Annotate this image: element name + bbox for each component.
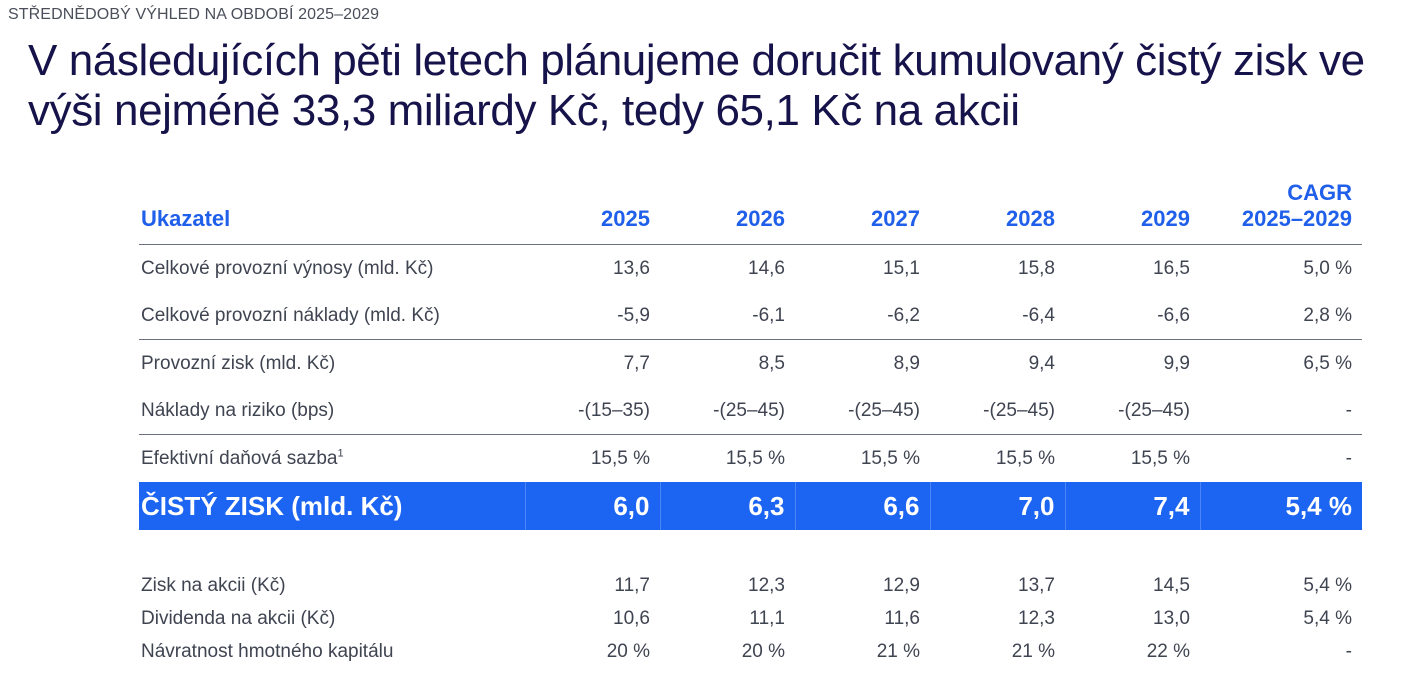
header-year-2029: 2029 [1065, 180, 1200, 245]
cell-value: 12,3 [1018, 607, 1055, 629]
net-profit-value: 7,4 [1064, 482, 1200, 530]
cell-value: 14,5 [1153, 574, 1190, 596]
footnote-marker: 1 [337, 447, 344, 460]
net-profit-label: ČISTÝ ZISK (mld. Kč) [139, 482, 525, 530]
table-row: Provozní zisk (mld. Kč) 7,7 8,5 8,9 9,4 … [139, 339, 1362, 387]
cell-value: 12,9 [883, 574, 920, 596]
cell-value: 15,1 [883, 257, 920, 279]
cell-cagr: 6,5 % [1200, 339, 1362, 387]
cell-cagr: 5,4 % [1303, 574, 1352, 596]
cell-value: 22 % [1146, 640, 1190, 662]
cell-value: 15,5 % [795, 434, 930, 482]
cell-value: 12,3 [748, 574, 785, 596]
cell-value: -(25–45) [1118, 399, 1190, 421]
header-year-2025: 2025 [525, 180, 660, 245]
cell-value: 8,9 [795, 339, 930, 387]
table-row: Zisk na akcii (Kč) 11,7 12,3 12,9 13,7 1… [139, 569, 1362, 602]
net-profit-row: ČISTÝ ZISK (mld. Kč) 6,0 6,3 6,6 7,0 7,4… [139, 482, 1362, 530]
cell-value: 10,6 [613, 607, 650, 629]
header-year-2026: 2026 [660, 180, 795, 245]
cell-value: 20 % [606, 640, 650, 662]
net-profit-value: 7,0 [929, 482, 1065, 530]
cell-value: -6,2 [887, 304, 920, 326]
cell-value: 15,5 % [525, 434, 660, 482]
row-label: Celkové provozní výnosy (mld. Kč) [141, 257, 434, 279]
header-label: Ukazatel [139, 180, 525, 245]
cell-value: 14,6 [748, 257, 785, 279]
table-row: Efektivní daňová sazba1 15,5 % 15,5 % 15… [139, 434, 1362, 482]
row-label: Zisk na akcii (Kč) [141, 574, 286, 596]
net-profit-value: 6,0 [524, 482, 660, 530]
spacer-row [139, 530, 1362, 569]
cell-value: 13,6 [613, 257, 650, 279]
net-profit-value: 6,6 [794, 482, 930, 530]
cell-value: 13,0 [1153, 607, 1190, 629]
table-row: Náklady na riziko (bps) -(15–35) -(25–45… [139, 387, 1362, 435]
row-label: Dividenda na akcii (Kč) [141, 607, 336, 629]
cell-value: -(15–35) [578, 399, 650, 421]
row-label: Návratnost hmotného kapitálu [141, 640, 394, 662]
cell-value: 15,5 % [660, 434, 795, 482]
cell-value: 11,6 [884, 607, 920, 629]
cell-value: 9,4 [930, 339, 1065, 387]
header-cagr: CAGR 2025–2029 [1200, 180, 1362, 245]
cell-value: -(25–45) [983, 399, 1055, 421]
cell-value: -(25–45) [713, 399, 785, 421]
table-header-row: Ukazatel 2025 2026 2027 2028 2029 CAGR 2… [139, 180, 1362, 245]
cell-value: 16,5 [1153, 257, 1190, 279]
cell-value: 15,8 [1018, 257, 1055, 279]
row-label-text: Efektivní daňová sazba [141, 447, 338, 469]
cell-cagr: 5,4 % [1303, 607, 1352, 629]
cell-cagr: 5,0 % [1303, 257, 1352, 279]
cell-cagr: - [1200, 434, 1362, 482]
table-row: Dividenda na akcii (Kč) 10,6 11,1 11,6 1… [139, 602, 1362, 635]
row-label: Efektivní daňová sazba1 [139, 434, 525, 482]
cell-value: 21 % [1011, 640, 1055, 662]
cell-value: 8,5 [660, 339, 795, 387]
cell-cagr: - [1345, 399, 1352, 421]
row-label: Náklady na riziko (bps) [141, 399, 335, 421]
table-row: Návratnost hmotného kapitálu 20 % 20 % 2… [139, 635, 1362, 668]
row-label: Provozní zisk (mld. Kč) [139, 339, 525, 387]
cell-value: -5,9 [617, 304, 650, 326]
cell-value: 9,9 [1065, 339, 1200, 387]
outlook-table: Ukazatel 2025 2026 2027 2028 2029 CAGR 2… [139, 180, 1362, 668]
header-cagr-line2: 2025–2029 [1241, 206, 1352, 231]
header-year-2027: 2027 [795, 180, 930, 245]
net-profit-cagr: 5,4 % [1199, 482, 1362, 530]
cell-cagr: - [1345, 640, 1352, 662]
table-row: Celkové provozní náklady (mld. Kč) -5,9 … [139, 292, 1362, 340]
cell-value: 13,7 [1018, 574, 1055, 596]
cell-cagr: 2,8 % [1303, 304, 1352, 326]
cell-value: -6,4 [1022, 304, 1055, 326]
cell-value: 11,7 [614, 574, 650, 596]
cell-value: 21 % [876, 640, 920, 662]
section-eyebrow: STŘEDNĚDOBÝ VÝHLED NA OBDOBÍ 2025–2029 [8, 6, 380, 23]
spacer-cell [139, 530, 1362, 569]
cell-value: 20 % [741, 640, 785, 662]
net-profit-value: 6,3 [659, 482, 795, 530]
row-label: Celkové provozní náklady (mld. Kč) [141, 304, 440, 326]
cell-value: 11,1 [749, 607, 785, 629]
cell-value: -6,1 [752, 304, 785, 326]
table-row: Celkové provozní výnosy (mld. Kč) 13,6 1… [139, 245, 1362, 293]
cell-value: 7,7 [525, 339, 660, 387]
cell-value: 15,5 % [930, 434, 1065, 482]
cell-value: -6,6 [1157, 304, 1190, 326]
page-title: V následujících pěti letech plánujeme do… [28, 36, 1365, 135]
cell-value: 15,5 % [1065, 434, 1200, 482]
header-year-2028: 2028 [930, 180, 1065, 245]
header-cagr-line1: CAGR [1287, 180, 1352, 205]
cell-value: -(25–45) [848, 399, 920, 421]
